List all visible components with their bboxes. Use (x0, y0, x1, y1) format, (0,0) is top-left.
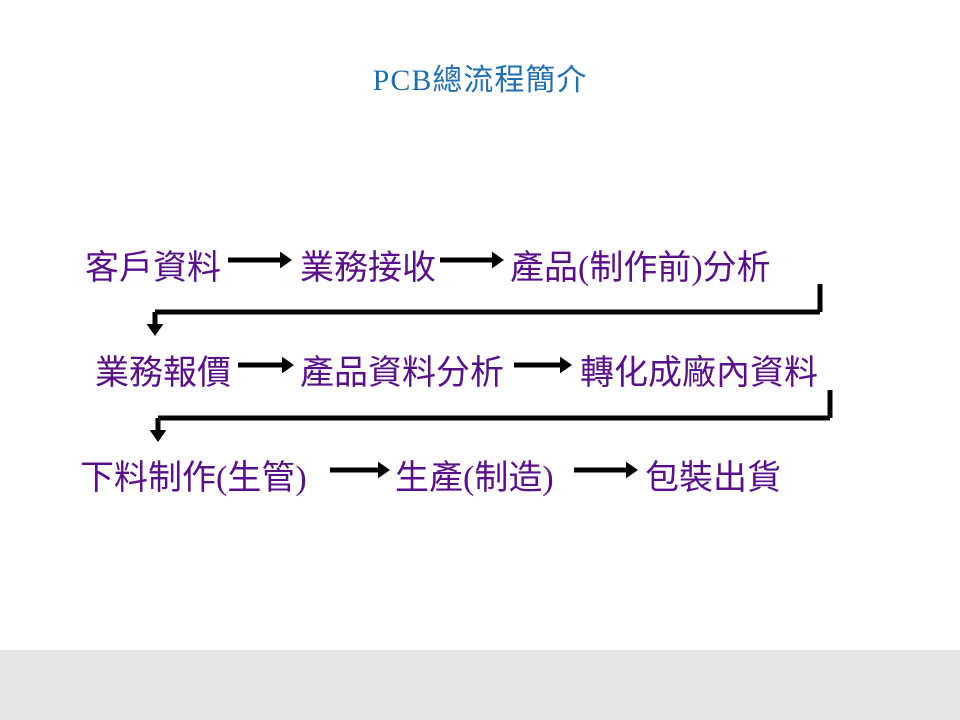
node-customer-data: 客戶資料 (85, 240, 221, 289)
page-title: PCB總流程簡介 (0, 55, 960, 99)
node-convert-internal: 轉化成廠內資料 (580, 345, 818, 394)
node-packaging: 包裝出貨 (645, 450, 781, 499)
node-sales-receive: 業務接收 (300, 240, 436, 289)
footer-band (0, 650, 960, 720)
node-preprod-analysis: 產品(制作前)分析 (510, 240, 771, 289)
node-quotation: 業務報價 (95, 345, 231, 394)
node-data-analysis: 產品資料分析 (300, 345, 504, 394)
node-production: 生產(制造) (395, 450, 554, 499)
node-material-prep: 下料制作(生管) (80, 450, 307, 499)
